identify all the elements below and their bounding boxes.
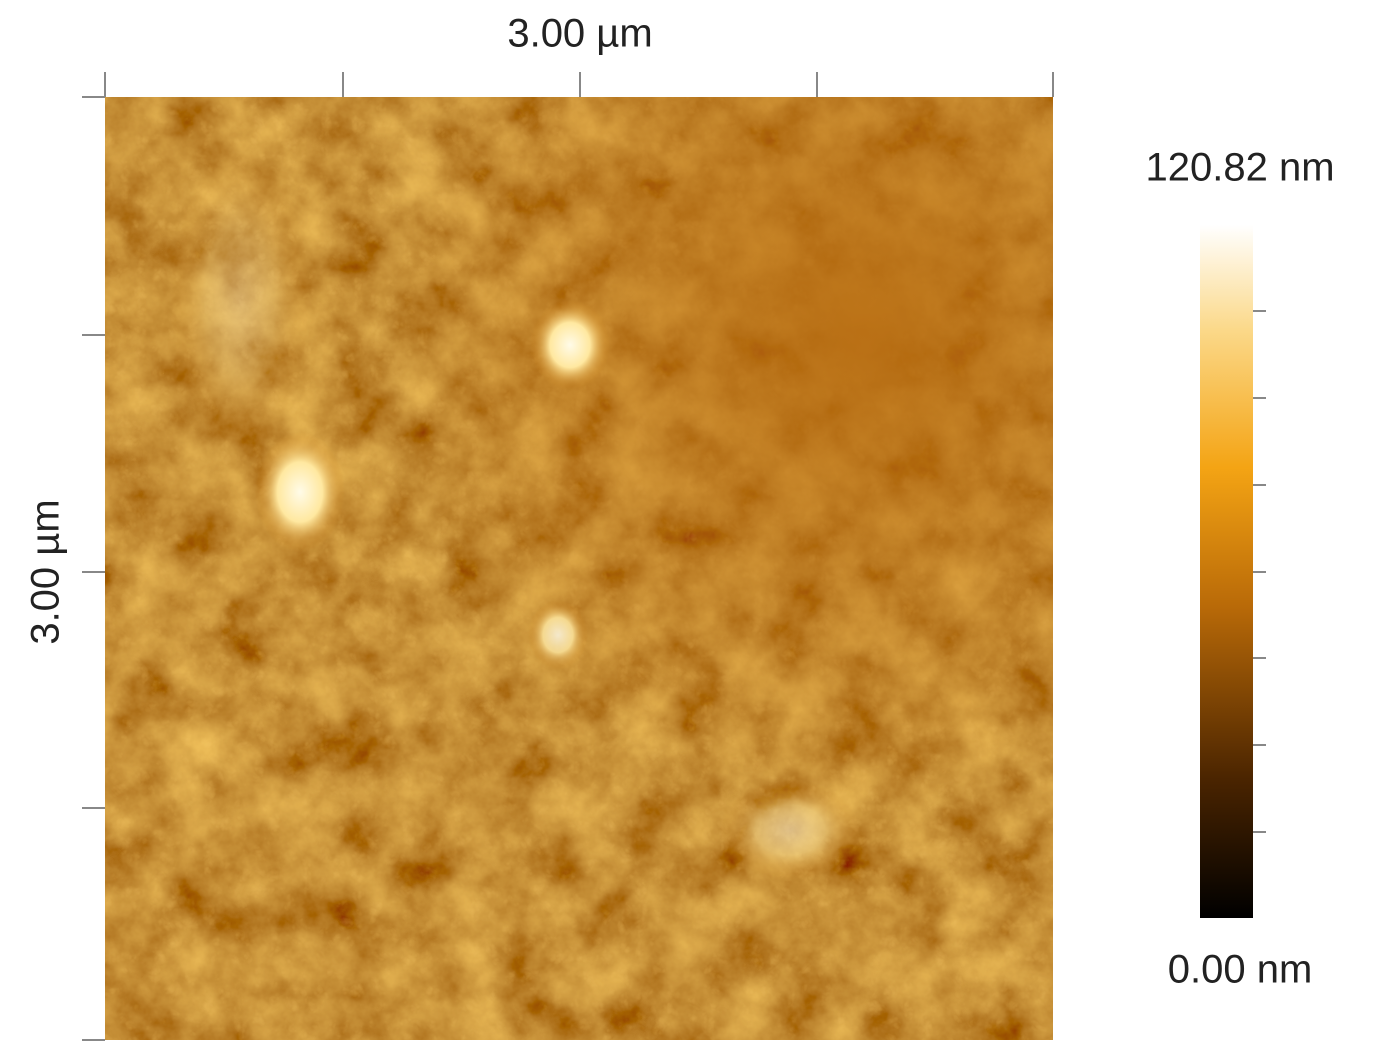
colorbar [1200,225,1253,918]
afm-image [105,97,1053,1040]
y-scale-label: 3.00 µm [24,499,68,644]
bright-spot [255,432,345,552]
bright-region [170,150,310,450]
colorbar-max-label: 120.82 nm [1145,146,1334,190]
colorbar-ticks [1253,311,1266,832]
bright-spot [720,780,860,880]
afm-figure: 3.00 µm 3.00 µm 120.82 nm 0.00 nm [0,0,1381,1043]
x-scale-label: 3.00 µm [507,12,652,56]
left-ticks [82,97,105,1040]
colorbar-min-label: 0.00 nm [1168,948,1313,992]
page: {"image": {"x_label": "3.00 µm", "y_labe… [0,0,1381,1043]
bright-spot [528,600,588,670]
top-ticks [105,72,1053,97]
bright-spot [530,300,610,390]
